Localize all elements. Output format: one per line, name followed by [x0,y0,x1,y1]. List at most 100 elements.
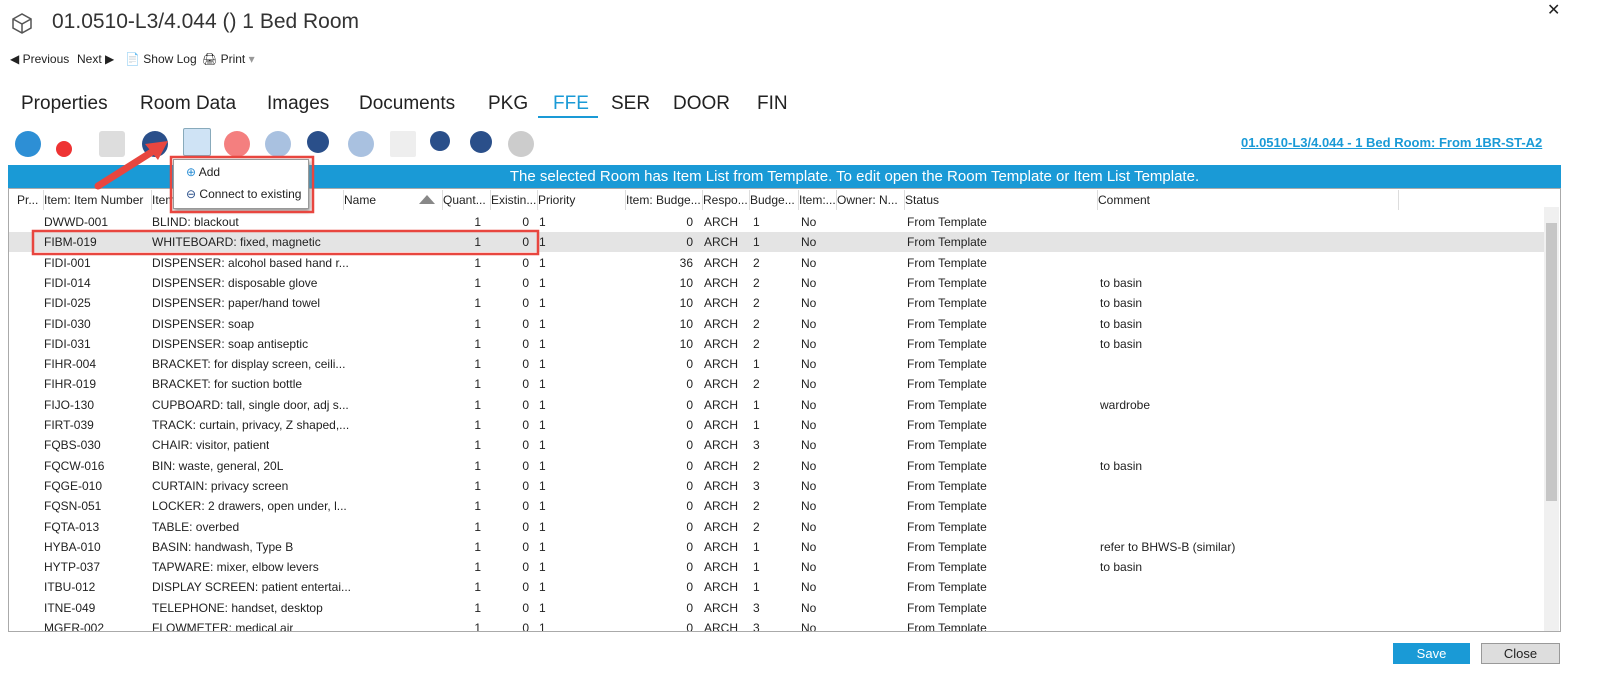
cell-number: ITBU-012 [44,580,96,595]
cell-status: From Template [907,560,987,575]
cell-existing: 0 [522,215,529,229]
menu-label: Connect to existing [199,187,302,201]
connect-icon[interactable] [183,128,211,156]
cell-status: From Template [907,275,987,290]
grid-body: Pr... Item: Item Number Item: Name Quant... E… [9,189,1560,631]
cell-priority: 1 [539,255,546,270]
tab[interactable]: PKG [488,93,529,114]
item-grid: Pr... Item: Item Number Item: Name Quant... E… [8,188,1561,632]
cell-budget: 10 [679,336,693,351]
cell-item: No [801,255,817,270]
column-header[interactable]: Name [344,190,443,210]
menu-item[interactable]: ⊖ Connect to existing [186,187,302,201]
close-button[interactable]: Close [1481,643,1560,664]
merge-icon[interactable] [348,131,374,157]
column-header[interactable]: Budge... [750,190,799,210]
cell-responsible: ARCH [704,215,739,229]
print-button[interactable]: 🖨 Print ▾ [202,52,255,66]
tab[interactable]: FIN [757,93,788,114]
tab[interactable]: FFE [553,93,589,114]
swap-icon[interactable] [470,131,492,153]
cell-quantity: 1 [474,621,481,632]
cell-responsible: ARCH [704,336,739,351]
cell-quantity: 1 [474,519,481,534]
banner-text: The selected Room has Item List from Tem… [509,168,1200,185]
cell-comment: to basin [1100,275,1143,290]
tab[interactable]: SER [611,93,651,114]
column-header[interactable]: Quant... [443,190,491,210]
tab[interactable]: Room Data [140,93,237,114]
doc-icon[interactable] [390,131,416,157]
cell-responsible: ARCH [704,377,739,392]
column-header[interactable]: Pr... [17,190,44,210]
scrollbar[interactable] [1544,207,1559,631]
cell-responsible: ARCH [704,316,739,331]
scroll-thumb[interactable] [1546,223,1557,501]
cell-priority: 1 [539,235,546,250]
tab[interactable]: Documents [359,93,456,114]
cell-budget: 0 [686,357,693,372]
arrow-icon[interactable] [430,131,450,151]
cell-description: TELEPHONE: handset, desktop [152,600,323,615]
cell-item: No [801,377,817,392]
column-header[interactable]: Priority [538,190,626,210]
tab[interactable]: Properties [21,93,108,114]
cell-description: BRACKET: for display screen, ceili... [152,357,346,372]
cell-description: DISPENSER: paper/hand towel [152,296,321,311]
column-header[interactable]: Existin... [491,190,538,210]
cell-existing: 0 [522,600,529,615]
cell-responsible: ARCH [704,418,739,432]
item-icon[interactable] [56,141,72,157]
column-header[interactable]: Item: Budge... [626,190,703,210]
equal-icon[interactable] [307,131,329,153]
cell-priority: 1 [539,215,546,229]
cell-status: From Template [907,397,987,412]
menu-item[interactable]: ⊕ Add [186,165,221,179]
cell-existing: 0 [522,336,529,351]
column-header[interactable]: Comment [1098,190,1399,210]
cell-status: From Template [907,418,987,432]
cell-priority: 1 [539,539,546,554]
cell-budget: 0 [686,580,693,595]
previous-label: Previous [22,52,70,66]
cell-priority: 1 [539,336,546,351]
cell-description: FLOWMETER: medical air [152,621,294,632]
close-window[interactable]: ✕ [1547,2,1561,19]
cell-number: FIHR-019 [44,377,97,392]
cell-item: No [801,519,817,534]
column-header[interactable]: Status [905,190,1098,210]
print-label: Print [220,52,246,66]
previous-button[interactable]: ◀ Previous [10,52,70,66]
column-header[interactable]: Item: Item Number [44,190,152,210]
tab[interactable]: DOOR [673,93,730,114]
edit-icon[interactable] [142,131,168,157]
cell-quantity: 1 [474,539,481,554]
box-icon[interactable] [99,131,125,157]
cell-priority: 1 [539,499,546,514]
cell-status: From Template [907,539,987,554]
cell-budget: 0 [686,377,693,392]
context-menu: ⊕ Add ⊖ Connect to existing [173,159,309,209]
cell-status: From Template [907,438,987,453]
save-button[interactable]: Save [1393,643,1470,664]
shape-icon[interactable] [508,131,534,157]
cell-number: DWWD-001 [44,215,109,229]
next-button[interactable]: Next ▶ [77,52,115,66]
delete-icon[interactable] [224,131,250,157]
column-header[interactable]: Item:... [799,190,837,210]
cell-budget: 10 [679,275,693,290]
cell-budget: 10 [679,316,693,331]
cell-existing: 0 [522,418,529,432]
column-header[interactable]: Respo... [703,190,750,210]
room-link[interactable]: 01.0510-L3/4.044 - 1 Bed Room: From 1BR-… [1241,135,1543,150]
cell-existing: 0 [522,316,529,331]
cell-budget: 0 [686,397,693,412]
tab[interactable]: Images [267,93,330,114]
cell-quantity: 1 [474,316,481,331]
show-log-button[interactable]: 📄 Show Log [125,52,197,66]
cell-responsible: ARCH [704,235,739,250]
add-icon[interactable] [15,131,41,157]
cell-quantity: 1 [474,357,481,372]
hatch-icon[interactable] [265,131,291,157]
column-header[interactable]: Owner: N... [837,190,905,210]
